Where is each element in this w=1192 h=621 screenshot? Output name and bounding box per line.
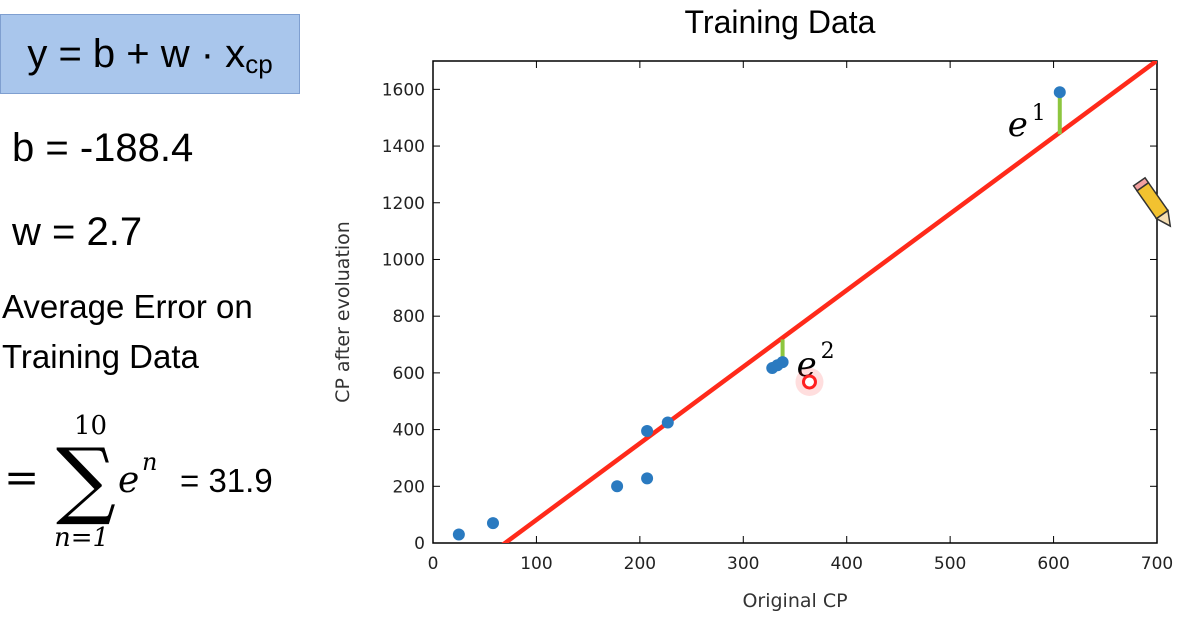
x-tick-label: 700 [1141, 554, 1173, 574]
y-tick-label: 1400 [382, 137, 425, 157]
x-tick-label: 100 [520, 554, 552, 574]
average-error-label: Average Error on Training Data [2, 282, 253, 382]
y-tick-label: 1600 [382, 80, 425, 100]
x-tick-label: 400 [830, 554, 862, 574]
pointer-marker [801, 374, 817, 390]
bias-value: b = -188.4 [12, 126, 194, 170]
sum-term-exponent: n [142, 448, 157, 476]
y-tick-label: 800 [393, 307, 425, 327]
model-formula: y = b + w · x cp [0, 14, 300, 94]
average-error-line2: Training Data [2, 338, 199, 375]
data-point [1053, 86, 1066, 99]
y-tick-label: 0 [414, 534, 425, 554]
pencil-cursor-icon [1132, 176, 1172, 228]
sum-upper-limit: 10 [74, 411, 107, 441]
error-label-1-exponent: 1 [1032, 101, 1046, 126]
data-point [486, 517, 499, 530]
data-point [452, 528, 465, 541]
sum-equals-sign: = [4, 453, 39, 502]
plot-frame [432, 60, 1158, 544]
sum-lower-limit: n=1 [54, 523, 109, 553]
average-error-line1: Average Error on [2, 288, 253, 325]
x-tick-label: 500 [934, 554, 966, 574]
y-tick-label: 1200 [382, 194, 425, 214]
data-point [641, 472, 654, 485]
x-tick-label: 200 [624, 554, 656, 574]
y-tick-label: 200 [393, 477, 425, 497]
data-point [661, 416, 674, 429]
pencil-eraser [1132, 176, 1150, 192]
chart-title: Training Data [684, 4, 876, 40]
error-label-1-base: e [1008, 105, 1028, 145]
x-axis-label: Original CP [742, 590, 847, 612]
data-point [641, 425, 654, 438]
y-axis-label: CP after evoluation [332, 221, 354, 403]
data-point [611, 480, 624, 493]
x-tick-label: 300 [727, 554, 759, 574]
regression-line [501, 61, 1157, 543]
pencil-tip [1155, 209, 1172, 228]
y-tick-label: 1000 [382, 250, 425, 270]
formula-main: y = b + w · x [27, 31, 246, 76]
sum-symbol: ∑ [56, 430, 116, 528]
scatter-chart: 0 100 200 300 400 500 600 700 0 200 400 600 800 1000 1… [332, 60, 1173, 612]
data-point [776, 356, 789, 369]
y-tick-label: 600 [393, 364, 425, 384]
sum-value: = 31.9 [180, 462, 273, 499]
error-sum-formula: = ∑ 10 n=1 e n = 31.9 [4, 411, 273, 553]
error-label-2-exponent: 2 [821, 339, 835, 364]
x-tick-label: 600 [1037, 554, 1069, 574]
weight-value: w = 2.7 [12, 210, 143, 254]
y-tick-label: 400 [393, 421, 425, 441]
x-tick-label: 0 [428, 554, 439, 574]
sum-term-base: e [118, 460, 139, 501]
formula-subscript: cp [245, 48, 273, 79]
